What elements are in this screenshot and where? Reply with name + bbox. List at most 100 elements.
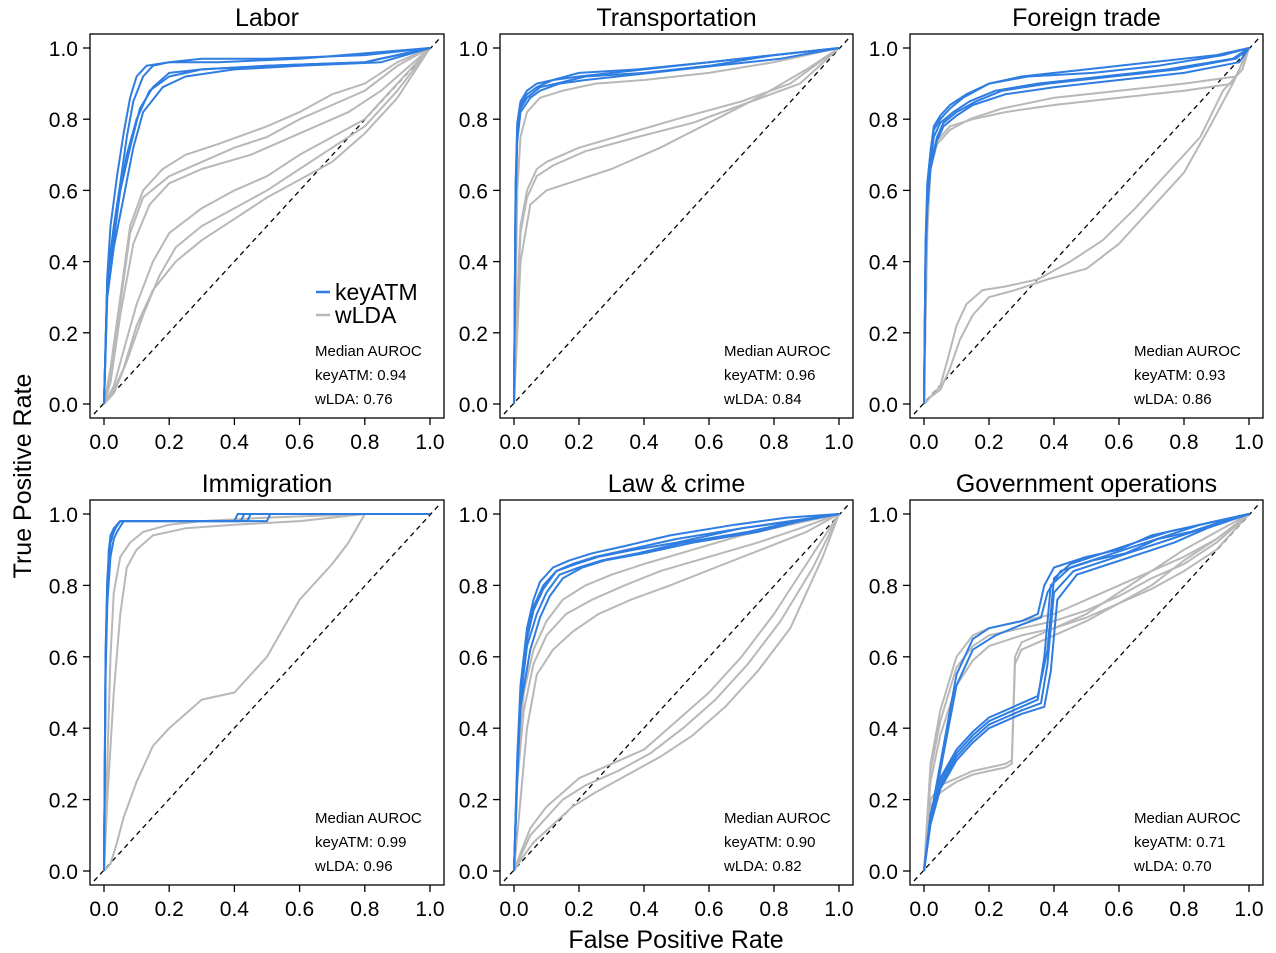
y-tick-label: 0.4: [459, 252, 489, 275]
y-tick-label: 0.4: [869, 718, 899, 741]
y-tick-label: 0.6: [49, 647, 78, 670]
y-tick-label: 0.6: [869, 647, 898, 670]
median-auroc-heading: Median AUROC: [315, 343, 422, 360]
roc-curve-wLDA: [513, 513, 840, 872]
roc-curve-wLDA: [103, 513, 430, 872]
x-tick-label: 0.0: [499, 898, 528, 921]
chart-panels: 0.0 0.2 0.4 0.6 0.8 1.0 0.0 0.2 0.4 0.6 0.8 1.0 Labo…: [49, 4, 1264, 921]
x-tick-label: 0.6: [694, 431, 723, 454]
x-tick-label: 0.2: [155, 898, 184, 921]
x-tick-label: 0.6: [1104, 898, 1133, 921]
x-tick-label: 0.4: [1039, 898, 1069, 921]
legend-label-wLDA: wLDA: [334, 302, 397, 328]
y-tick-label: 0.6: [49, 180, 78, 203]
median-auroc-keyatm: keyATM: 0.90: [724, 834, 815, 851]
roc-curve-wLDA: [103, 47, 431, 405]
median-auroc-heading: Median AUROC: [724, 343, 831, 360]
roc-curve-keyATM: [103, 47, 431, 405]
median-auroc-keyatm: keyATM: 0.96: [724, 367, 815, 384]
x-tick-label: 1.0: [1234, 898, 1263, 921]
median-auroc-wlda: wLDA: 0.84: [723, 391, 802, 408]
panel: 0.0 0.2 0.4 0.6 0.8 1.0 0.0 0.2 0.4 0.6 0.8 1.0 Tran…: [459, 4, 854, 454]
roc-curve-keyATM: [923, 513, 1250, 872]
roc-curve-wLDA: [923, 47, 1250, 405]
x-tick-label: 0.6: [694, 898, 723, 921]
legend-label-keyATM: keyATM: [335, 279, 418, 305]
diagonal-reference-line: [503, 503, 850, 882]
roc-curve-wLDA: [513, 513, 840, 872]
roc-curve-keyATM: [923, 513, 1250, 872]
roc-curve-wLDA: [923, 513, 1250, 872]
diagonal-reference-line: [913, 37, 1260, 415]
x-tick-label: 0.4: [1039, 431, 1069, 454]
roc-curve-wLDA: [923, 513, 1250, 872]
roc-curve-keyATM: [513, 513, 840, 872]
panel-title: Government operations: [956, 470, 1217, 498]
y-tick-label: 0.8: [869, 575, 898, 598]
y-tick-label: 0.6: [869, 180, 898, 203]
x-tick-label: 0.2: [564, 898, 593, 921]
x-tick-label: 0.6: [285, 898, 314, 921]
y-tick-label: 0.8: [49, 575, 78, 598]
y-tick-label: 0.0: [459, 394, 488, 417]
panel: 0.0 0.2 0.4 0.6 0.8 1.0 0.0 0.2 0.4 0.6 0.8 1.0 Fore…: [869, 4, 1264, 454]
y-tick-label: 0.2: [869, 323, 898, 346]
median-auroc-heading: Median AUROC: [1134, 343, 1241, 360]
y-tick-label: 0.0: [869, 861, 898, 884]
roc-curve-keyATM: [103, 47, 431, 405]
roc-curve-keyATM: [923, 513, 1250, 872]
roc-curve-wLDA: [923, 47, 1250, 405]
panel: 0.0 0.2 0.4 0.6 0.8 1.0 0.0 0.2 0.4 0.6 0.8 1.0 Immi…: [49, 470, 445, 921]
panel-title: Transportation: [596, 4, 756, 32]
median-auroc-heading: Median AUROC: [724, 810, 831, 827]
x-tick-label: 0.8: [759, 431, 788, 454]
median-auroc-keyatm: keyATM: 0.93: [1134, 367, 1225, 384]
median-auroc-wlda: wLDA: 0.70: [1133, 858, 1212, 875]
x-tick-label: 0.8: [350, 431, 379, 454]
panel-title: Foreign trade: [1012, 4, 1161, 32]
y-tick-label: 1.0: [869, 38, 898, 61]
median-auroc-wlda: wLDA: 0.82: [723, 858, 802, 875]
plot-frame: [909, 33, 1264, 419]
roc-curve-keyATM: [923, 513, 1250, 872]
x-tick-label: 1.0: [824, 431, 853, 454]
median-auroc-keyatm: keyATM: 0.94: [315, 367, 406, 384]
panel-title: Immigration: [202, 470, 333, 498]
y-tick-label: 0.2: [49, 790, 78, 813]
x-tick-label: 0.8: [1169, 898, 1198, 921]
roc-curve-keyATM: [513, 47, 840, 405]
roc-curve-keyATM: [923, 47, 1250, 405]
y-tick-label: 1.0: [49, 504, 78, 527]
x-tick-label: 0.0: [89, 431, 118, 454]
y-tick-label: 1.0: [869, 504, 898, 527]
roc-curve-keyATM: [103, 513, 430, 872]
x-tick-label: 0.0: [499, 431, 528, 454]
panel-title: Labor: [235, 4, 299, 32]
y-tick-label: 1.0: [49, 38, 78, 61]
median-auroc-keyatm: keyATM: 0.71: [1134, 834, 1225, 851]
x-tick-label: 0.4: [629, 898, 659, 921]
x-tick-label: 0.8: [350, 898, 379, 921]
y-tick-label: 0.0: [49, 394, 78, 417]
x-tick-label: 0.0: [909, 431, 938, 454]
x-tick-label: 1.0: [1234, 431, 1263, 454]
x-tick-label: 1.0: [824, 898, 853, 921]
x-tick-label: 0.0: [909, 898, 938, 921]
median-auroc-keyatm: keyATM: 0.99: [315, 834, 406, 851]
diagonal-reference-line: [93, 503, 441, 882]
x-tick-label: 0.4: [629, 431, 659, 454]
y-tick-label: 0.4: [459, 718, 489, 741]
x-tick-label: 1.0: [415, 898, 444, 921]
roc-curve-keyATM: [513, 513, 840, 872]
median-auroc-heading: Median AUROC: [1134, 810, 1241, 827]
y-tick-label: 0.0: [49, 861, 78, 884]
y-tick-label: 0.4: [869, 252, 899, 275]
roc-curve-wLDA: [923, 513, 1250, 872]
x-tick-label: 0.4: [220, 431, 250, 454]
roc-curve-wLDA: [103, 47, 431, 405]
x-tick-label: 0.8: [1169, 431, 1198, 454]
y-tick-label: 0.0: [459, 861, 488, 884]
y-tick-label: 0.4: [49, 252, 79, 275]
x-axis-title: False Positive Rate: [568, 926, 783, 953]
roc-curve-keyATM: [923, 47, 1250, 405]
